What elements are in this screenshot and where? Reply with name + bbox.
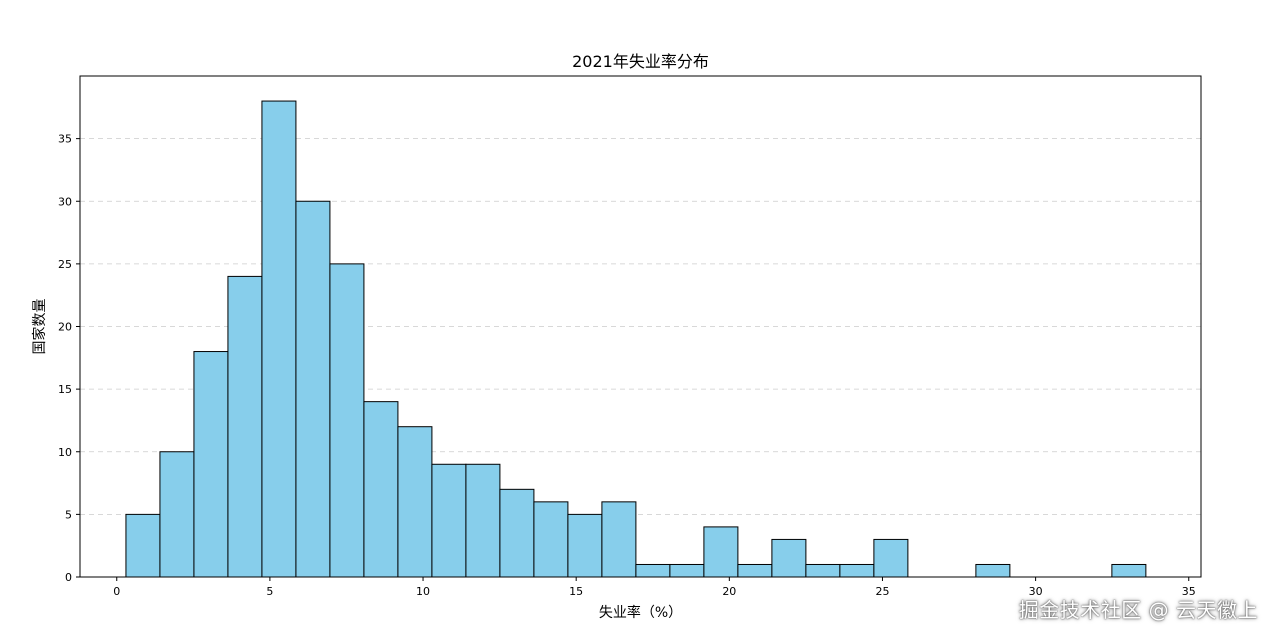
histogram-bar — [737, 563, 773, 578]
histogram-bar — [159, 451, 195, 578]
x-tick-label: 15 — [569, 585, 583, 598]
histogram-bar — [669, 563, 705, 578]
y-tick-label: 30 — [58, 195, 72, 208]
histogram-bar — [465, 463, 501, 578]
histogram-bar — [431, 463, 467, 578]
y-tick-label: 10 — [58, 446, 72, 459]
histogram-bar — [601, 501, 637, 578]
histogram-bar — [125, 513, 161, 578]
x-tick-label: 35 — [1182, 585, 1196, 598]
histogram-bar — [703, 526, 739, 578]
y-tick-label: 0 — [65, 571, 72, 584]
histogram-bar — [363, 401, 399, 578]
histogram-bar — [499, 488, 535, 578]
y-tick-label: 15 — [58, 383, 72, 396]
x-tick-label: 5 — [266, 585, 273, 598]
histogram-bar — [295, 200, 331, 578]
histogram-bar — [261, 100, 297, 578]
histogram-bar — [873, 538, 909, 578]
histogram-bars — [125, 100, 1147, 578]
y-axis-title: 国家数量 — [31, 299, 48, 355]
histogram-bar — [975, 563, 1011, 578]
y-tick-label: 25 — [58, 258, 72, 271]
watermark-text: 掘金技术社区 @ 云天徽上 — [1018, 598, 1258, 622]
histogram-bar — [771, 538, 807, 578]
grid-lines — [80, 138, 1201, 515]
x-tick-label: 10 — [416, 585, 430, 598]
x-axis-ticks: 0 5 10 15 20 25 30 35 — [113, 577, 1196, 598]
histogram-bar — [193, 351, 229, 578]
x-tick-label: 0 — [113, 585, 120, 598]
histogram-bar — [567, 513, 603, 578]
histogram-bar — [533, 501, 569, 578]
x-tick-label: 20 — [722, 585, 736, 598]
histogram-bar — [227, 275, 263, 578]
y-axis-ticks: 0 5 10 15 20 25 30 35 — [58, 133, 80, 584]
x-tick-label: 25 — [875, 585, 889, 598]
histogram-bar — [1111, 563, 1147, 578]
histogram-bar — [635, 563, 671, 578]
chart-title: 2021年失业率分布 — [572, 52, 709, 71]
y-tick-label: 35 — [58, 133, 72, 146]
x-axis-title: 失业率（%） — [599, 604, 682, 621]
x-tick-label: 30 — [1029, 585, 1043, 598]
histogram-bar — [805, 563, 841, 578]
y-tick-label: 20 — [58, 321, 72, 334]
histogram-bar — [397, 426, 433, 578]
y-tick-label: 5 — [65, 508, 72, 521]
histogram-bar — [839, 563, 875, 578]
histogram-bar — [329, 263, 365, 578]
